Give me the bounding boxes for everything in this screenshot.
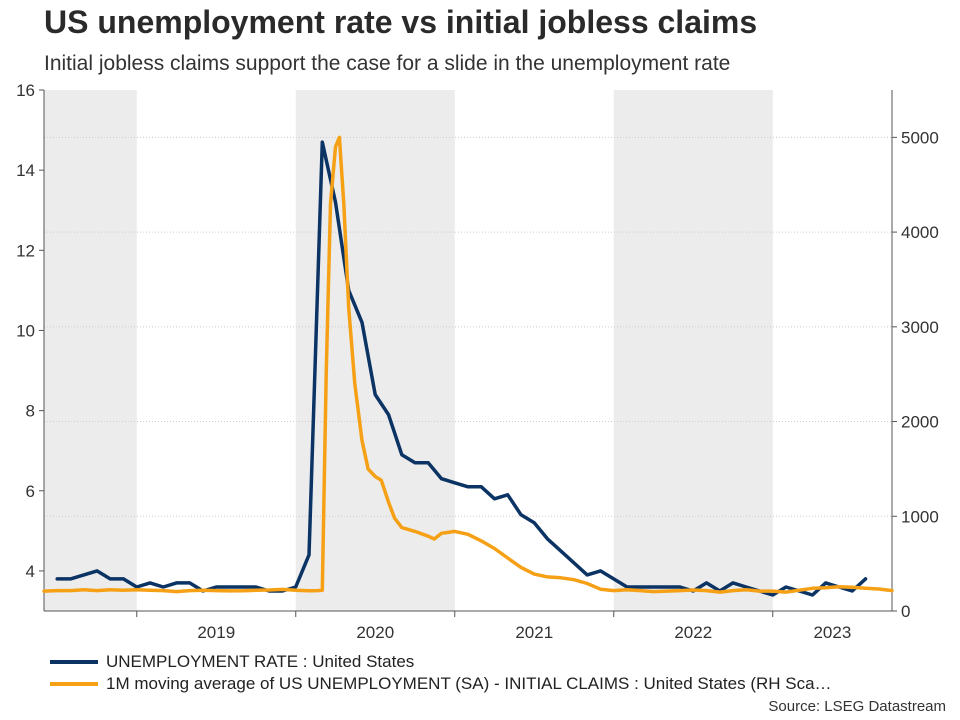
chart-subtitle: Initial jobless claims support the case …	[44, 52, 731, 75]
legend-swatch-unemployment	[50, 660, 98, 664]
shaded-band-2020	[295, 90, 455, 611]
x-axis-tick-label: 2019	[197, 623, 235, 642]
left-axis-tick-label: 12	[16, 241, 35, 260]
legend-item-unemployment: UNEMPLOYMENT RATE : United States	[50, 651, 832, 673]
x-axis-tick-label: 2021	[515, 623, 553, 642]
source-note: Source: LSEG Datastream	[768, 698, 946, 715]
left-axis-tick-label: 14	[16, 161, 35, 180]
series-line-unemployment-rate	[55, 140, 868, 597]
right-axis-tick-label: 4000	[901, 223, 939, 242]
legend-swatch-claims	[50, 682, 98, 686]
series-line-initial-claims	[42, 135, 894, 594]
legend-label-claims: 1M moving average of US UNEMPLOYMENT (SA…	[106, 674, 832, 693]
legend: UNEMPLOYMENT RATE : United States 1M mov…	[50, 651, 832, 695]
left-axis-tick-label: 16	[16, 81, 35, 100]
left-axis-tick-label: 8	[26, 402, 35, 421]
legend-label-unemployment: UNEMPLOYMENT RATE : United States	[106, 652, 415, 671]
x-axis-tick-label: 2022	[674, 623, 712, 642]
left-axis-tick-label: 6	[26, 482, 35, 501]
shaded-band-2022	[613, 90, 773, 611]
right-axis-tick-label: 0	[901, 602, 910, 621]
right-axis-tick-label: 2000	[901, 413, 939, 432]
x-axis-tick-label: 2023	[813, 623, 851, 642]
left-axis-tick-label: 10	[16, 321, 35, 340]
shaded-band-2018	[44, 90, 137, 611]
x-axis-tick-label: 2020	[356, 623, 394, 642]
right-axis-tick-label: 5000	[901, 128, 939, 147]
line-chart: 4 6 8 10 12 14 16 0 1000 2000 3000 4000 5000 2019 2020…	[16, 81, 939, 642]
left-axis-tick-label: 4	[26, 562, 35, 581]
chart-title: US unemployment rate vs initial jobless …	[44, 4, 758, 40]
right-axis-tick-label: 1000	[901, 507, 939, 526]
right-axis-tick-label: 3000	[901, 318, 939, 337]
legend-item-claims: 1M moving average of US UNEMPLOYMENT (SA…	[50, 673, 832, 695]
